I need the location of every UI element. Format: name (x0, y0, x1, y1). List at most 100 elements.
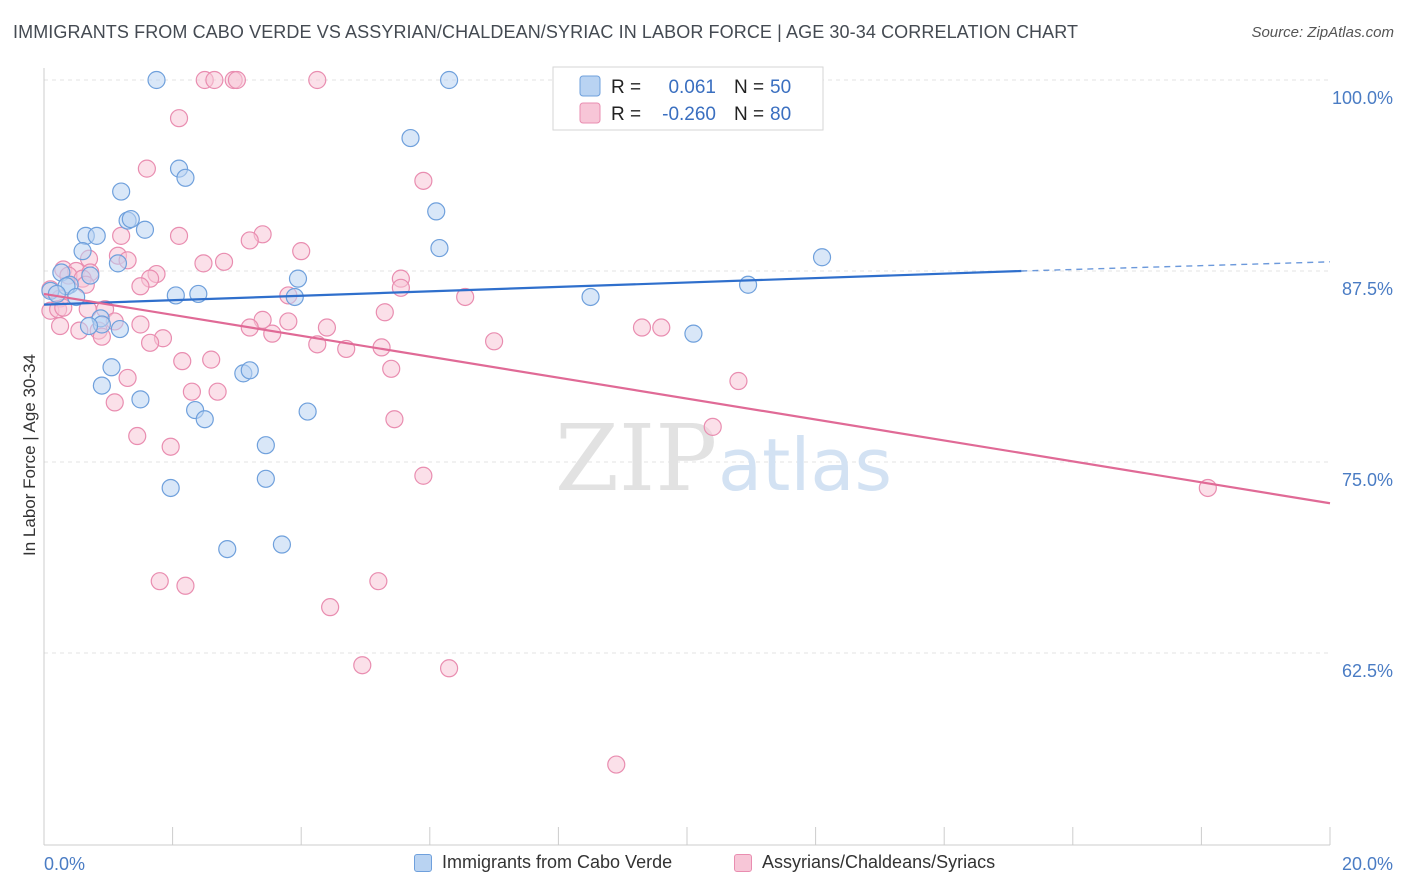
pink-point-68 (161, 437, 180, 456)
blue-point-8 (135, 220, 155, 239)
pink-point-1 (205, 70, 224, 90)
watermark-atlas: atlas (718, 423, 892, 507)
blue-point-23 (288, 269, 308, 288)
pink-point-67 (128, 426, 147, 446)
pink-legend-swatch (579, 102, 601, 124)
y-tick-label-2: 87.5% (1342, 279, 1393, 299)
pink-point-37 (456, 287, 475, 307)
pink-point-62 (182, 382, 201, 401)
legend-swatch-cabo-verde (414, 853, 432, 872)
pink-point-48 (263, 324, 282, 343)
blue-legend-swatch (579, 75, 601, 97)
series-legend: Immigrants from Cabo Verde Assyrians/Cha… (0, 852, 1406, 878)
pink-point-12 (292, 242, 311, 261)
blue-point-26 (166, 286, 185, 305)
blue-point-46 (272, 535, 292, 554)
pink-point-72 (150, 572, 169, 591)
x-tick-label-0: 0.0% (44, 854, 85, 874)
legend-item-cabo-verde: Immigrants from Cabo Verde (414, 852, 672, 873)
pink-point-26 (391, 278, 410, 297)
blue-trend-extension (1021, 261, 1331, 272)
blue-point-15 (108, 254, 128, 273)
watermark: ZIP atlas (555, 405, 892, 512)
blue-point-13 (427, 202, 446, 221)
blue-n-value: 50 (770, 77, 791, 98)
pink-point-78 (607, 755, 626, 774)
pink-point-15 (194, 254, 213, 273)
blue-point-44 (161, 478, 180, 498)
pink-point-76 (353, 656, 372, 675)
blue-point-21 (47, 284, 66, 304)
legend-item-assyrians: Assyrians/Chaldeans/Syriacs (734, 852, 995, 873)
pink-point-51 (140, 333, 160, 352)
pink-point-55 (485, 332, 504, 351)
pink-point-63 (208, 382, 227, 401)
pink-point-4 (308, 70, 327, 90)
pink-point-9 (112, 226, 131, 245)
pink-point-60 (382, 359, 401, 378)
blue-point-12 (430, 238, 449, 258)
pink-point-56 (632, 318, 652, 337)
pink-point-74 (369, 572, 388, 591)
axes (43, 68, 1331, 846)
blue-point-43 (256, 469, 275, 488)
grid (44, 79, 1330, 654)
blue-point-1 (439, 70, 459, 90)
x-tick-labels: 0.0% 20.0% (44, 854, 1393, 874)
blue-point-5 (176, 168, 195, 187)
chart-title: IMMIGRANTS FROM CABO VERDE VS ASSYRIAN/C… (13, 22, 1079, 42)
y-tick-label-0: 62.5% (1342, 661, 1393, 681)
pink-point-28 (131, 277, 150, 296)
stats-legend: R = 0.061 N = 50 R = -0.260 N = 80 (552, 66, 824, 131)
blue-r-value: 0.061 (668, 77, 716, 98)
blue-point-24 (738, 275, 758, 294)
pink-trend-line (43, 292, 1331, 505)
pink-point-47 (317, 318, 337, 337)
pink-point-69 (703, 417, 722, 436)
pink-point-38 (375, 303, 394, 322)
pink-point-16 (214, 252, 234, 271)
blue-point-32 (581, 287, 600, 307)
blue-point-17 (81, 266, 100, 285)
blue-point-42 (256, 436, 275, 455)
pink-point-75 (321, 598, 340, 617)
blue-point-30 (79, 316, 99, 336)
blue-point-0 (147, 70, 166, 90)
blue-point-34 (102, 358, 121, 377)
blue-point-33 (684, 324, 703, 343)
blue-point-45 (218, 539, 237, 559)
legend-swatch-assyrians (734, 853, 752, 872)
pink-point-11 (240, 231, 259, 250)
blue-point-35 (92, 376, 111, 395)
blue-point-14 (812, 248, 832, 267)
x-tick-label-1: 20.0% (1342, 854, 1393, 874)
pink-point-7 (414, 171, 433, 190)
pink-point-45 (131, 315, 150, 334)
pink-point-70 (414, 466, 433, 485)
pink-r-value: -0.260 (662, 104, 716, 125)
source-label: Source: ZipAtlas.com (1251, 24, 1394, 41)
y-axis-label: In Labor Force | Age 30-34 (20, 354, 39, 556)
pink-point-57 (652, 318, 671, 337)
pink-r-label: R = (611, 104, 641, 125)
pink-point-65 (385, 410, 404, 429)
watermark-zip: ZIP (555, 405, 717, 512)
pink-n-value: 80 (770, 104, 791, 125)
pink-point-66 (729, 371, 748, 391)
pink-n-label: N = (734, 104, 764, 125)
blue-r-label: R = (611, 77, 641, 98)
pink-point-3 (227, 70, 246, 90)
blue-point-10 (87, 226, 106, 245)
pink-point-5 (169, 109, 189, 128)
blue-point-41 (298, 402, 317, 421)
blue-point-31 (110, 319, 129, 339)
pink-point-6 (137, 159, 156, 178)
blue-point-11 (73, 242, 92, 261)
pink-point-61 (118, 368, 137, 388)
blue-n-label: N = (734, 77, 764, 98)
trend-lines (43, 261, 1331, 505)
pink-point-40 (279, 312, 298, 331)
legend-label-assyrians: Assyrians/Chaldeans/Syriacs (762, 852, 996, 872)
blue-point-38 (131, 390, 150, 409)
